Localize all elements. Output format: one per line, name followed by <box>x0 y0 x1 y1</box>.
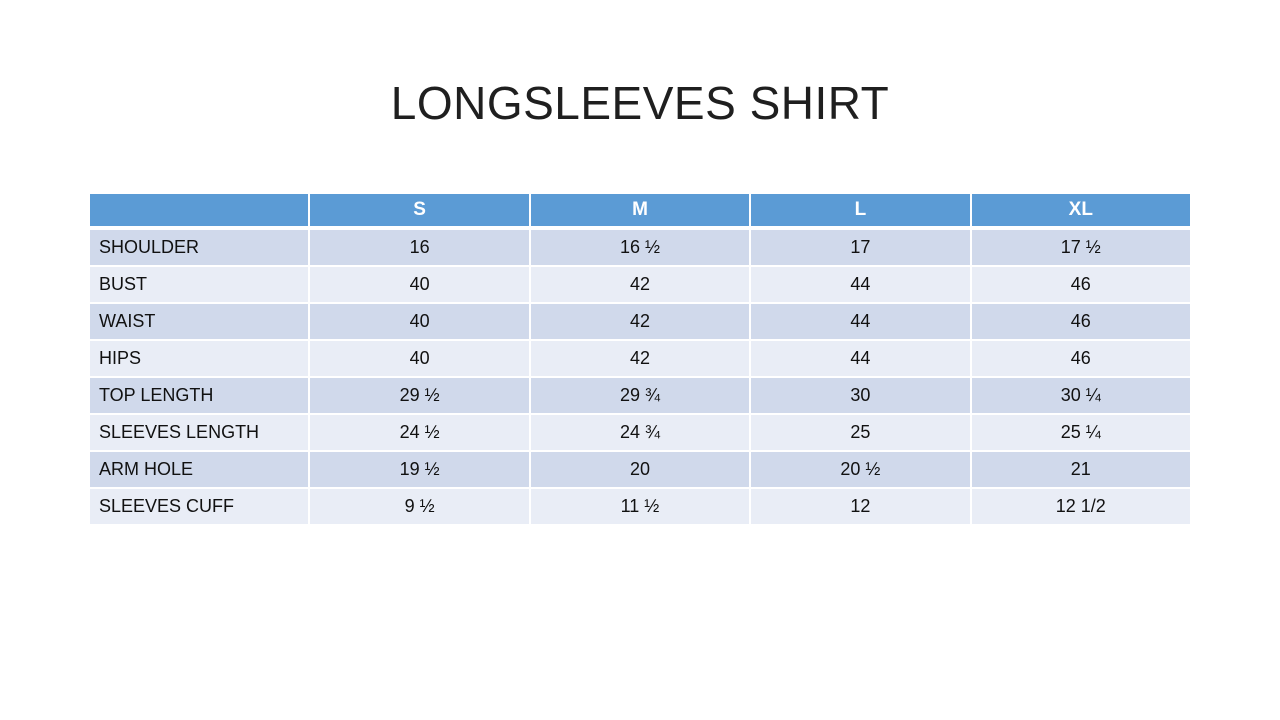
size-value-cell: 17 <box>749 227 972 267</box>
size-value-cell: 11 ½ <box>528 487 752 526</box>
size-value-cell: 29 ¾ <box>528 376 752 415</box>
size-value-cell: 19 ½ <box>308 450 531 489</box>
row-label: HIPS <box>87 339 311 378</box>
size-chart-body: SHOULDER 16 16 ½ 17 17 ½ BUST 40 42 44 4… <box>87 227 1193 526</box>
table-row-sleeves-length: SLEEVES LENGTH 24 ½ 24 ¾ 25 25 ¼ <box>87 413 1193 452</box>
row-label: WAIST <box>87 302 311 341</box>
size-value-cell: 42 <box>528 302 752 341</box>
table-row-waist: WAIST 40 42 44 46 <box>87 302 1193 341</box>
size-value-cell: 42 <box>528 265 752 304</box>
row-label: ARM HOLE <box>87 450 311 489</box>
size-value-cell: 44 <box>749 339 972 378</box>
table-row-shoulder: SHOULDER 16 16 ½ 17 17 ½ <box>87 227 1193 267</box>
column-header-m: M <box>528 192 752 230</box>
page-title: LONGSLEEVES SHIRT <box>390 77 890 129</box>
row-label: BUST <box>87 265 311 304</box>
header-corner-cell <box>87 192 311 230</box>
size-value-cell: 20 ½ <box>749 450 972 489</box>
size-value-cell: 16 ½ <box>528 227 752 267</box>
size-value-cell: 17 ½ <box>969 227 1193 267</box>
size-value-cell: 46 <box>969 265 1193 304</box>
size-value-cell: 9 ½ <box>308 487 531 526</box>
table-row-bust: BUST 40 42 44 46 <box>87 265 1193 304</box>
header-row: S M L XL <box>87 192 1193 230</box>
size-value-cell: 29 ½ <box>308 376 531 415</box>
size-value-cell: 30 ¼ <box>969 376 1193 415</box>
size-value-cell: 46 <box>969 339 1193 378</box>
size-value-cell: 12 1/2 <box>969 487 1193 526</box>
column-header-l: L <box>749 192 972 230</box>
size-value-cell: 40 <box>308 302 531 341</box>
column-header-s: S <box>308 192 531 230</box>
size-value-cell: 25 <box>749 413 972 452</box>
row-label: SLEEVES CUFF <box>87 487 311 526</box>
size-chart-table: S M L XL SHOULDER 16 16 ½ 17 17 ½ BUST 4… <box>87 192 1193 526</box>
size-value-cell: 20 <box>528 450 752 489</box>
size-value-cell: 25 ¼ <box>969 413 1193 452</box>
size-value-cell: 42 <box>528 339 752 378</box>
size-value-cell: 40 <box>308 265 531 304</box>
row-label: TOP LENGTH <box>87 376 311 415</box>
row-label: SHOULDER <box>87 227 311 267</box>
size-value-cell: 44 <box>749 302 972 341</box>
size-value-cell: 30 <box>749 376 972 415</box>
size-value-cell: 40 <box>308 339 531 378</box>
table-row-sleeves-cuff: SLEEVES CUFF 9 ½ 11 ½ 12 12 1/2 <box>87 487 1193 526</box>
row-label: SLEEVES LENGTH <box>87 413 311 452</box>
table-row-hips: HIPS 40 42 44 46 <box>87 339 1193 378</box>
size-value-cell: 46 <box>969 302 1193 341</box>
size-value-cell: 24 ¾ <box>528 413 752 452</box>
size-chart-header: S M L XL <box>87 192 1193 230</box>
size-value-cell: 44 <box>749 265 972 304</box>
size-value-cell: 24 ½ <box>308 413 531 452</box>
table-row-top-length: TOP LENGTH 29 ½ 29 ¾ 30 30 ¼ <box>87 376 1193 415</box>
size-value-cell: 12 <box>749 487 972 526</box>
size-value-cell: 16 <box>308 227 531 267</box>
size-value-cell: 21 <box>969 450 1193 489</box>
table-row-arm-hole: ARM HOLE 19 ½ 20 20 ½ 21 <box>87 450 1193 489</box>
column-header-xl: XL <box>969 192 1193 230</box>
